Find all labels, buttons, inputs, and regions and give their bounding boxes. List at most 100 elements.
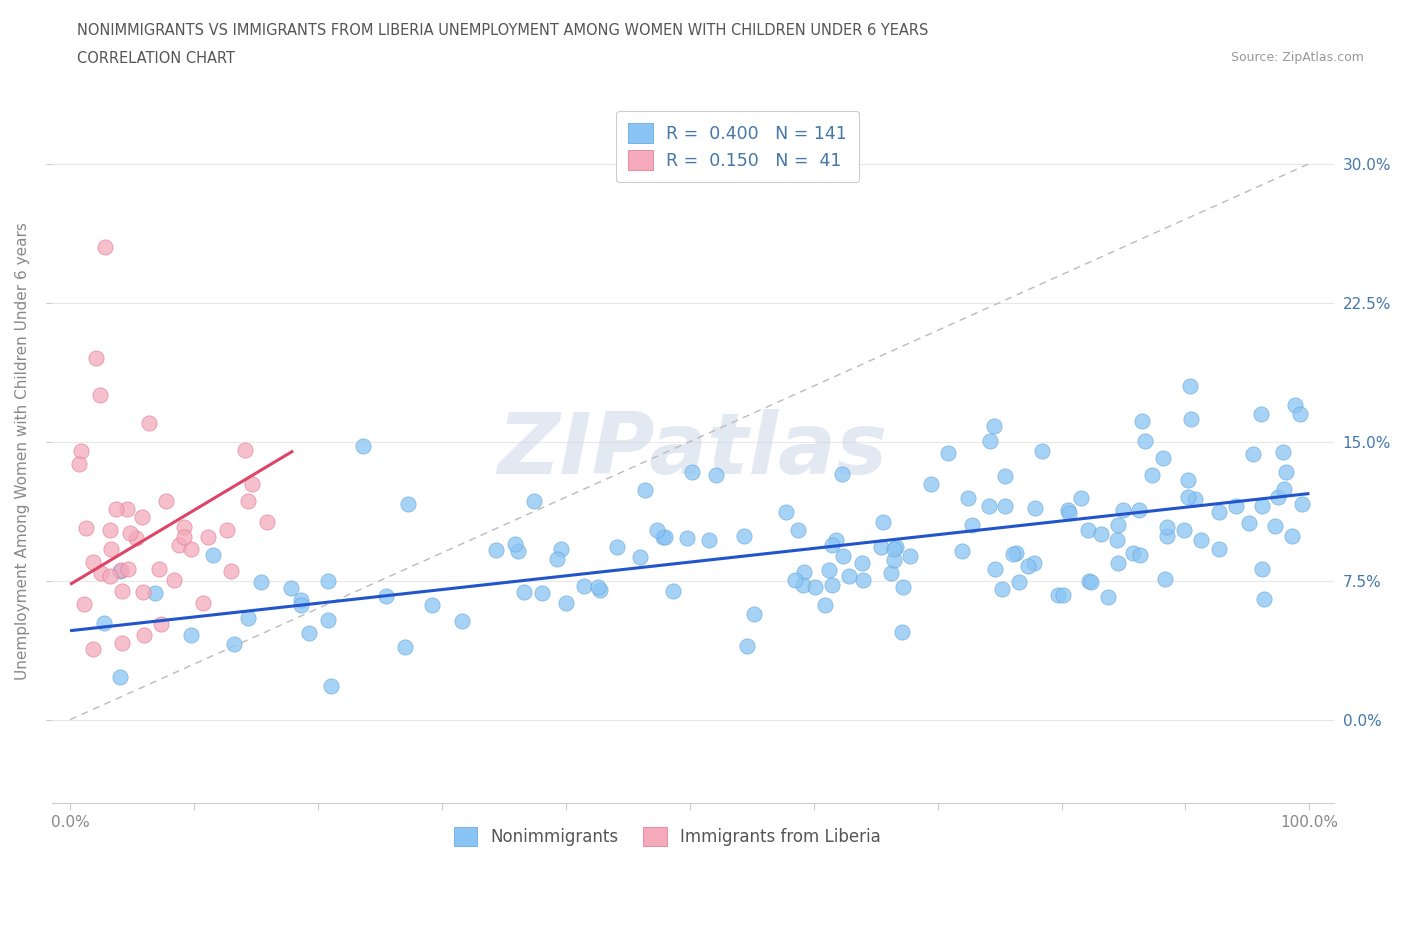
Point xyxy=(872,514,894,529)
Point xyxy=(108,670,131,684)
Point xyxy=(67,457,90,472)
Point xyxy=(586,580,609,595)
Point xyxy=(1090,526,1112,541)
Point xyxy=(676,531,699,546)
Point xyxy=(451,613,474,628)
Point xyxy=(1097,590,1119,604)
Text: NONIMMIGRANTS VS IMMIGRANTS FROM LIBERIA UNEMPLOYMENT AMONG WOMEN WITH CHILDREN : NONIMMIGRANTS VS IMMIGRANTS FROM LIBERIA… xyxy=(77,23,929,38)
Point xyxy=(420,598,443,613)
Point xyxy=(82,642,104,657)
Point xyxy=(1264,519,1286,534)
Point xyxy=(1291,497,1313,512)
Point xyxy=(1008,575,1031,590)
Point xyxy=(131,509,153,524)
Point xyxy=(233,443,256,458)
Point xyxy=(818,563,841,578)
Point xyxy=(115,502,138,517)
Point xyxy=(180,542,202,557)
Point xyxy=(290,597,312,612)
Point xyxy=(256,515,278,530)
Point xyxy=(979,434,1001,449)
Point xyxy=(149,617,172,631)
Point xyxy=(977,498,1000,513)
Point xyxy=(1281,529,1303,544)
Point xyxy=(1140,468,1163,483)
Point xyxy=(832,548,855,563)
Point xyxy=(1004,546,1026,561)
Point xyxy=(134,627,156,642)
Point xyxy=(1173,523,1195,538)
Point xyxy=(485,542,508,557)
Point xyxy=(775,505,797,520)
Point xyxy=(1208,541,1230,556)
Point xyxy=(821,538,844,552)
Point xyxy=(1208,505,1230,520)
Point xyxy=(1250,406,1272,421)
Point xyxy=(1225,498,1247,513)
Point xyxy=(883,542,905,557)
Point xyxy=(75,521,97,536)
Point xyxy=(117,562,139,577)
Point xyxy=(108,564,131,578)
Point xyxy=(280,581,302,596)
Point xyxy=(852,573,875,588)
Point xyxy=(513,585,536,600)
Point xyxy=(180,628,202,643)
Point xyxy=(1272,482,1295,497)
Point xyxy=(628,550,651,565)
Point xyxy=(1177,490,1199,505)
Point xyxy=(654,529,676,544)
Point xyxy=(100,542,122,557)
Point xyxy=(321,679,343,694)
Point xyxy=(662,583,685,598)
Point xyxy=(1105,533,1128,548)
Point xyxy=(851,556,873,571)
Point xyxy=(1237,515,1260,530)
Point xyxy=(503,537,526,551)
Point xyxy=(838,569,860,584)
Point xyxy=(994,498,1017,513)
Point xyxy=(318,573,340,588)
Point xyxy=(733,528,755,543)
Point xyxy=(90,565,112,580)
Point xyxy=(1135,433,1157,448)
Point xyxy=(898,549,921,564)
Point xyxy=(155,493,177,508)
Point xyxy=(1284,397,1306,412)
Point xyxy=(880,565,903,580)
Point xyxy=(652,529,675,544)
Point xyxy=(298,626,321,641)
Point xyxy=(1289,407,1312,422)
Point xyxy=(1178,379,1201,393)
Point xyxy=(1059,506,1081,521)
Point xyxy=(1152,451,1174,466)
Point xyxy=(1180,412,1202,427)
Point xyxy=(111,583,134,598)
Point xyxy=(891,625,914,640)
Point xyxy=(1189,532,1212,547)
Point xyxy=(110,563,132,578)
Point xyxy=(550,542,572,557)
Point xyxy=(224,636,246,651)
Point xyxy=(82,555,104,570)
Point xyxy=(163,572,186,587)
Point xyxy=(792,578,814,592)
Point xyxy=(221,564,243,578)
Point xyxy=(250,575,273,590)
Point xyxy=(1047,587,1070,602)
Point xyxy=(143,586,166,601)
Point xyxy=(704,468,727,483)
Point xyxy=(89,388,111,403)
Point xyxy=(1241,446,1264,461)
Point xyxy=(742,606,765,621)
Point xyxy=(891,580,914,595)
Point xyxy=(1017,559,1039,574)
Point xyxy=(93,616,115,631)
Point xyxy=(1122,546,1144,561)
Point xyxy=(73,597,96,612)
Point xyxy=(84,351,107,365)
Point xyxy=(960,518,983,533)
Point xyxy=(793,565,815,579)
Point xyxy=(870,539,893,554)
Point xyxy=(173,529,195,544)
